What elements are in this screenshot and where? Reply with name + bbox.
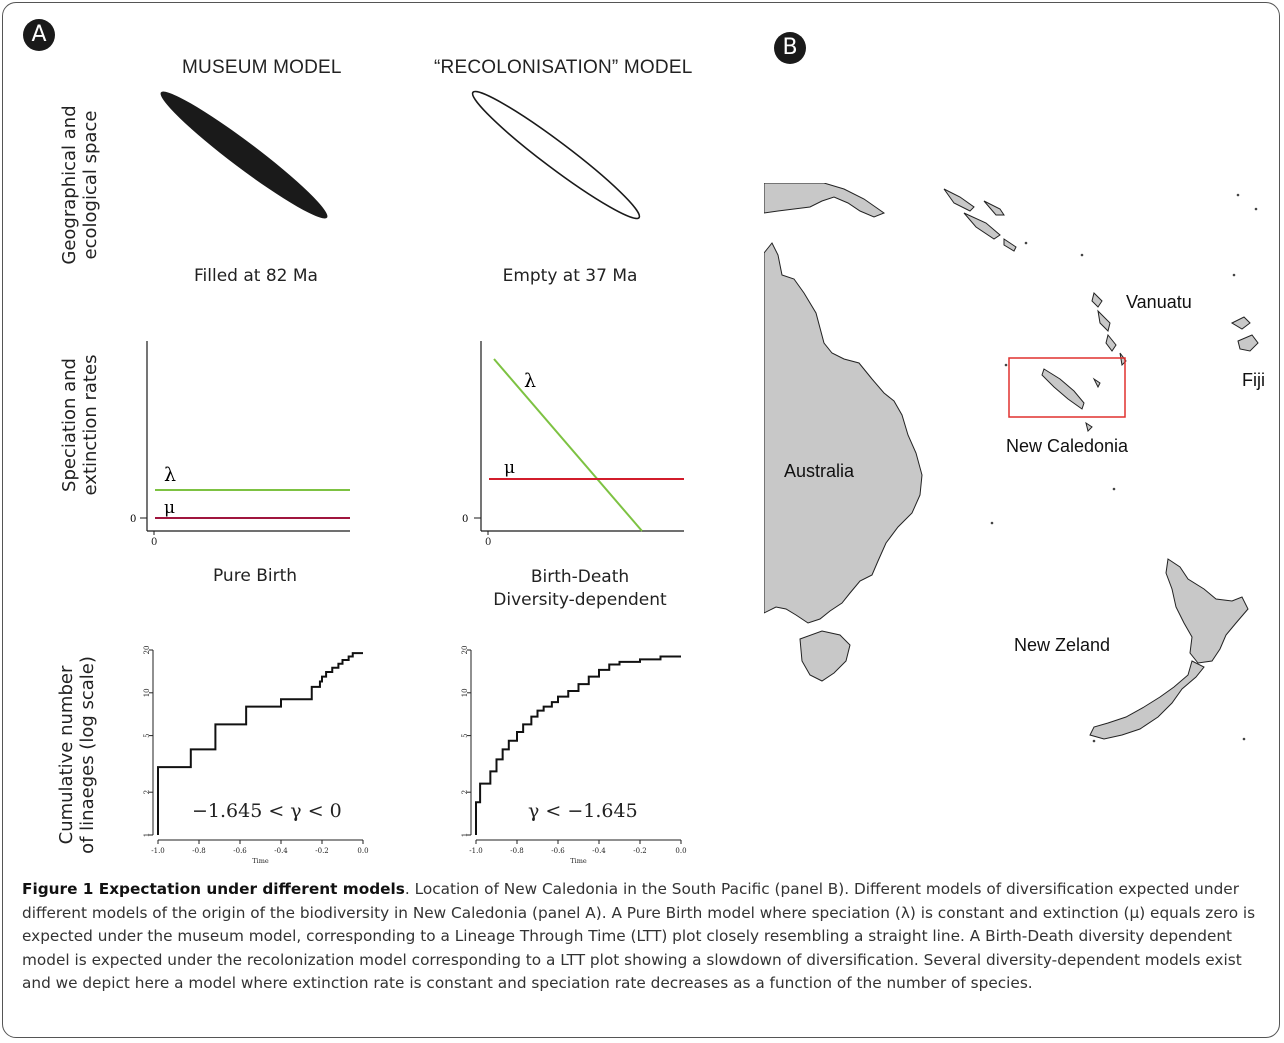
panel-b-badge: B	[774, 32, 806, 64]
museum-gamma-label: −1.645 < γ < 0	[192, 800, 342, 822]
vanuatu-islands	[1091, 292, 1127, 367]
islet	[990, 521, 994, 525]
figure-caption: Figure 1 Expectation under different mod…	[22, 878, 1267, 996]
recol-x-tick-label: -0.6	[551, 847, 565, 855]
recol-y-tick-label: 1	[461, 833, 469, 837]
recol-rates-label: Birth-Death Diversity-dependent	[480, 566, 680, 612]
empty-ellipse	[471, 90, 641, 220]
recol-y-tick-label: 2	[461, 790, 469, 794]
recol-y-tick-label: 20	[461, 646, 469, 655]
museum-ltt-plot: 1 2 5 10 20 -1.0 -0.8 -0.6 -0.4 -0.2 0.0 Time	[143, 646, 369, 865]
museum-x-tick-label: -0.2	[315, 847, 329, 855]
row-label-space-line1: Geographical and	[59, 105, 80, 265]
islet	[1236, 193, 1240, 197]
museum-mu-symbol: μ	[164, 498, 175, 518]
museum-x-tick-label: -1.0	[151, 847, 165, 855]
museum-ltt-line	[157, 652, 363, 835]
recol-x-tick-label: -0.8	[510, 847, 524, 855]
islet	[1242, 737, 1246, 741]
panel-a-badge: A	[23, 19, 55, 51]
recol-rates-chart: 0 λ μ	[462, 341, 684, 535]
vanuatu-label: Vanuatu	[1126, 292, 1192, 312]
solomon-islands	[943, 188, 1017, 252]
recol-x-tick-label: 0.0	[675, 847, 686, 855]
row-label-space: Geographical and ecological space	[59, 85, 101, 285]
new-caledonia-landmass	[1041, 368, 1101, 432]
recol-rates-zero-x-label: 0	[485, 537, 492, 548]
recol-space-label: Empty at 37 Ma	[502, 266, 638, 286]
new-caledonia-highlight-box	[1008, 357, 1126, 418]
recol-rates-label-line1: Birth-Death	[530, 567, 630, 587]
museum-y-tick-label: 10	[143, 688, 151, 697]
recol-space-ellipse	[471, 90, 641, 220]
caption-body: . Location of New Caledonia in the South…	[22, 880, 1256, 992]
recol-lambda-symbol: λ	[524, 370, 536, 392]
museum-rates-zero-y-label: 0	[130, 514, 136, 525]
museum-y-tick-label: 2	[143, 790, 151, 794]
row-label-lineages-line1: Cumulative number	[56, 665, 77, 845]
museum-lambda-symbol: λ	[164, 464, 176, 486]
recolonisation-model-heading: “RECOLONISATION” MODEL	[434, 57, 693, 78]
islet	[1080, 253, 1084, 257]
recol-x-tick-label: -1.0	[469, 847, 483, 855]
islet	[1004, 363, 1008, 367]
museum-time-label: Time	[252, 857, 269, 865]
museum-space-ellipse	[160, 91, 328, 219]
caption-title: Figure 1 Expectation under different mod…	[22, 880, 405, 898]
museum-y-tick-label: 20	[143, 646, 151, 655]
recol-ltt-line	[475, 655, 681, 835]
recol-y-tick-label: 10	[461, 688, 469, 697]
recol-y-tick-label: 5	[461, 733, 469, 737]
new-zealand-north-island	[1165, 558, 1249, 664]
fiji-label: Fiji	[1242, 370, 1265, 390]
islet	[1112, 487, 1116, 491]
recol-rates-label-line2: Diversity-dependent	[493, 590, 667, 610]
museum-x-tick-label: -0.8	[192, 847, 206, 855]
recol-ltt-plot: 1 2 5 10 20 -1.0 -0.8 -0.6 -0.4 -0.2 0.0 Time	[461, 646, 687, 865]
row-label-rates-line2: extinction rates	[80, 354, 101, 496]
islet	[1092, 739, 1096, 743]
row-label-space-line2: ecological space	[80, 110, 101, 260]
row-label-rates: Speciation and extinction rates	[59, 325, 101, 525]
recol-time-label: Time	[570, 857, 587, 865]
islet	[1024, 241, 1028, 245]
museum-x-tick-label: -0.6	[233, 847, 247, 855]
museum-rates-chart: 0 λ μ	[130, 341, 350, 535]
south-pacific-map	[764, 183, 1259, 743]
recol-gamma-label: γ < −1.645	[528, 800, 638, 822]
filled-ellipse	[160, 91, 328, 219]
museum-x-tick-label: -0.4	[274, 847, 288, 855]
scattered-islets	[990, 193, 1258, 743]
museum-rates-label: Pure Birth	[212, 566, 298, 586]
recol-lambda-line	[493, 358, 643, 532]
australia-label: Australia	[784, 461, 855, 481]
museum-y-tick-label: 5	[143, 733, 151, 737]
museum-rates-zero-x-label: 0	[151, 537, 158, 548]
new-caledonia-label: New Caledonia	[1006, 436, 1129, 456]
new-guinea-landmass	[764, 183, 886, 218]
fiji-islands	[1230, 316, 1259, 352]
tasmania-landmass	[799, 630, 851, 682]
australia-landmass	[764, 242, 923, 624]
row-label-lineages: Cumulative number of linaeges (log scale…	[56, 620, 98, 890]
islet	[1254, 207, 1258, 211]
islet	[1232, 273, 1236, 277]
recol-x-tick-label: -0.2	[633, 847, 647, 855]
recol-x-tick-label: -0.4	[592, 847, 606, 855]
museum-model-heading: MUSEUM MODEL	[182, 57, 342, 78]
museum-y-tick-label: 1	[143, 833, 151, 837]
recol-rates-zero-y-label: 0	[462, 514, 468, 525]
museum-space-label: Filled at 82 Ma	[194, 266, 318, 286]
row-label-lineages-line2: of linaeges (log scale)	[77, 656, 98, 854]
new-zealand-south-island	[1089, 660, 1205, 740]
new-zealand-label: New Zeland	[1014, 635, 1111, 655]
recol-mu-symbol: μ	[504, 458, 515, 478]
museum-x-tick-label: 0.0	[357, 847, 368, 855]
row-label-rates-line1: Speciation and	[59, 358, 80, 492]
